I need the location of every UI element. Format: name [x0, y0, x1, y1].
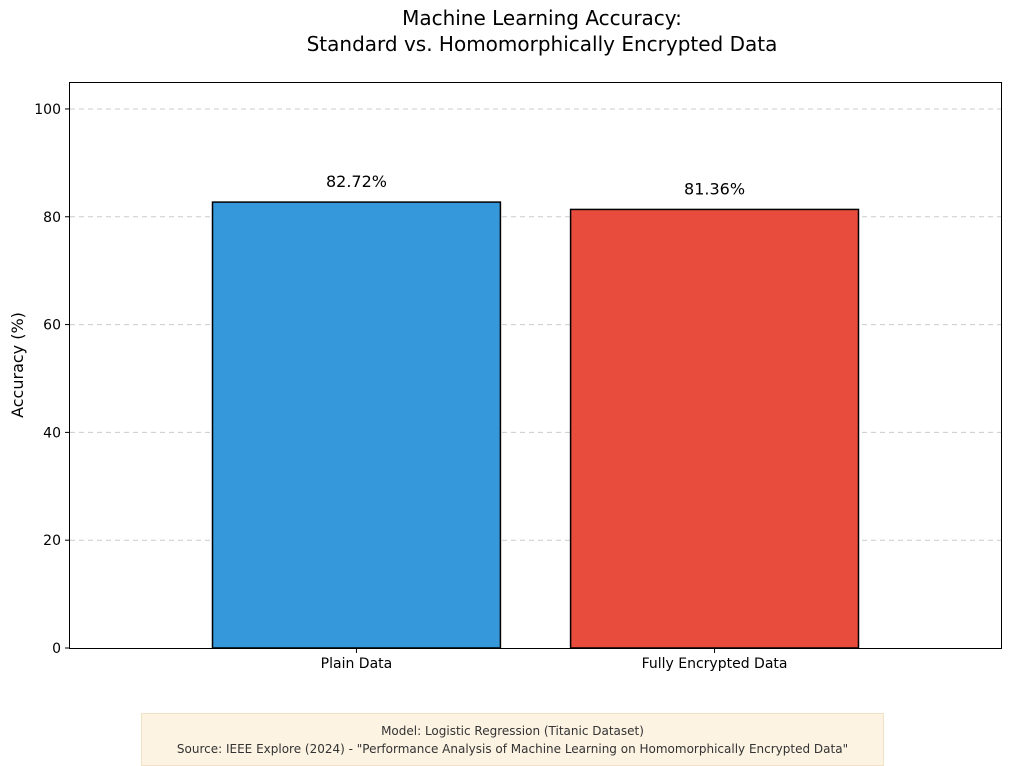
y-tick-label: 80	[43, 210, 61, 226]
y-tick-label: 0	[52, 641, 61, 657]
footnote-source: Source: IEEE Explore (2024) - "Performan…	[176, 742, 849, 756]
x-tick-label: Plain Data	[321, 656, 393, 672]
plot-frame	[69, 82, 1002, 649]
x-axis-ticks: Plain Data Fully Encrypted Data	[321, 648, 788, 672]
chart-title-line-1: Machine Learning Accuracy:	[402, 6, 682, 30]
footnote-box: Model: Logistic Regression (Titanic Data…	[141, 713, 884, 766]
y-tick-label: 20	[43, 533, 61, 549]
grid-lines	[70, 108, 1001, 541]
y-tick-label: 40	[43, 425, 61, 441]
bars: 82.72% 81.36%	[211, 172, 860, 649]
x-tick-label: Fully Encrypted Data	[642, 656, 788, 672]
bar	[569, 208, 860, 649]
footnote-model: Model: Logistic Regression (Titanic Data…	[381, 724, 644, 738]
y-tick-label: 60	[43, 318, 61, 334]
bar-value-label: 82.72%	[326, 172, 387, 191]
bar-value-label: 81.36%	[684, 179, 745, 198]
chart-title-line-2: Standard vs. Homomorphically Encrypted D…	[307, 32, 778, 56]
y-axis-ticks: 0 20 40 60 80 100	[34, 102, 70, 657]
y-tick-label: 100	[34, 102, 61, 118]
y-axis-label: Accuracy (%)	[8, 312, 27, 418]
bar	[211, 201, 502, 649]
